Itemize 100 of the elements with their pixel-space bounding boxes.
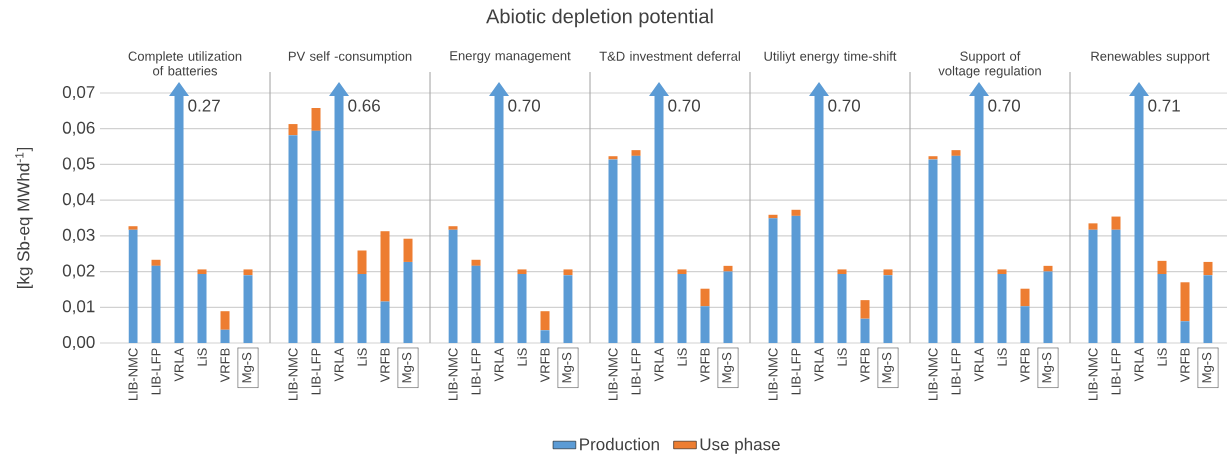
x-tick-label: LIB-NMC (608, 348, 618, 401)
bar (288, 124, 298, 136)
bar (1180, 282, 1190, 322)
bar (928, 156, 938, 160)
bar (517, 269, 527, 275)
y-tick-label: 0,07 (62, 85, 95, 101)
x-tick-label: VRFB (1180, 348, 1190, 383)
x-tick-label: LIB-LFP (471, 348, 481, 395)
bar (700, 288, 710, 307)
bar (700, 306, 710, 343)
chart-subtitle: Renewables support (1091, 51, 1210, 64)
bar (997, 274, 1007, 343)
chart-subtitle: Complete utilization of batteries (128, 51, 242, 76)
bar (1043, 265, 1053, 272)
y-tick-label: 0,01 (62, 300, 95, 315)
x-tick-label: Mg-S (242, 352, 254, 383)
x-tick-label: LiS (197, 348, 207, 366)
chart-subtitle: PV self -consumption (288, 51, 412, 64)
bar (860, 318, 870, 343)
bar (837, 274, 847, 343)
x-tick-label: VRLA (494, 347, 504, 382)
bar (723, 271, 733, 343)
chart-subtitle: Support of voltage regulation (938, 51, 1041, 79)
x-tick-label: VRLA (974, 347, 984, 382)
y-axis-title: [kg Sb-eq MWhd$^{-1}$] (15, 147, 33, 289)
x-tick-label: LiS (997, 348, 1007, 366)
x-tick-label: VRFB (860, 348, 870, 383)
bar (723, 265, 733, 272)
x-tick-label: Mg-S (1042, 352, 1054, 383)
bar (1088, 229, 1098, 343)
x-tick-label: LIB-LFP (311, 348, 321, 395)
x-tick-label: VRFB (220, 348, 230, 383)
bar (517, 274, 527, 343)
bar (677, 274, 687, 343)
annotation: 0.66 (348, 99, 380, 112)
bar (631, 150, 641, 156)
bar (951, 150, 961, 156)
x-tick-label: VRFB (700, 348, 710, 383)
bar (403, 261, 413, 343)
bar (928, 159, 938, 343)
x-tick-label: VRFB (1020, 348, 1030, 383)
bar (951, 155, 961, 343)
chart-subtitle: Utiliyt energy time-shift (764, 51, 897, 64)
x-tick-label: LIB-NMC (768, 348, 778, 401)
bar (1111, 216, 1121, 230)
bar (448, 229, 458, 343)
bar (471, 265, 481, 343)
annotation: 0.70 (828, 99, 861, 112)
bar (1157, 260, 1167, 275)
y-tick-label: 0,06 (62, 121, 95, 136)
bar (883, 269, 893, 276)
y-tick-label: 0,04 (62, 193, 95, 208)
x-tick-label: LiS (517, 348, 527, 366)
x-tick-label: LIB-LFP (631, 348, 641, 395)
y-tick-label: 0,00 (62, 335, 95, 351)
x-tick-label: LIB-LFP (791, 348, 801, 395)
x-tick-label: LIB-NMC (1088, 348, 1098, 401)
bar (197, 274, 207, 343)
x-tick-label: VRFB (540, 348, 550, 383)
bar (837, 269, 847, 275)
bar (540, 330, 550, 343)
bar (220, 311, 230, 330)
y-tick-label: 0,03 (62, 228, 95, 243)
annotation: 0.70 (668, 99, 701, 112)
bar (1180, 321, 1190, 343)
legend-label: Use phase (700, 437, 780, 454)
bar (1020, 288, 1030, 307)
x-tick-label: LIB-NMC (448, 348, 458, 401)
x-tick-label: VRLA (814, 347, 824, 382)
bar (1088, 223, 1098, 230)
x-tick-label: Mg-S (562, 352, 574, 383)
x-tick-label: Mg-S (882, 352, 894, 383)
x-tick-label: LIB-NMC (928, 348, 938, 401)
bar (1043, 271, 1053, 343)
bar (540, 311, 550, 331)
bar (403, 238, 413, 262)
x-tick-label: VRLA (654, 347, 664, 382)
y-tick-label: 0,02 (62, 264, 95, 279)
bar (997, 269, 1007, 275)
x-tick-label: LIB-NMC (288, 348, 298, 401)
bar (471, 259, 481, 266)
x-tick-label: Mg-S (402, 352, 414, 383)
x-tick-label: LiS (837, 348, 847, 366)
x-tick-label: VRLA (1134, 347, 1144, 382)
bar (151, 259, 161, 266)
bar (311, 108, 321, 131)
bar (791, 215, 801, 343)
x-tick-label: LIB-NMC (128, 348, 138, 401)
bar (1157, 274, 1167, 343)
annotation: 0.71 (1148, 99, 1180, 112)
bar (128, 229, 138, 343)
bar (563, 269, 573, 276)
text: Abiotic depletion potential (486, 8, 713, 28)
x-tick-label: LIB-LFP (151, 348, 161, 395)
bar (1020, 306, 1030, 343)
chart-subtitle: T&D investment deferral (599, 51, 740, 61)
bar (768, 218, 778, 343)
bar (128, 226, 138, 230)
bar (1111, 229, 1121, 343)
x-tick-label: VRLA (334, 347, 344, 382)
